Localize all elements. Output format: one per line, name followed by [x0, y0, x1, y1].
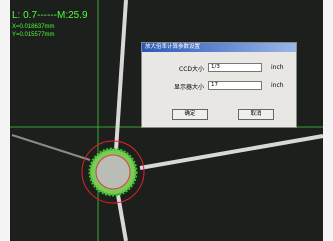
- x-text: X=0.018637mm: [12, 24, 55, 30]
- dialog-title: 放大倍率计算参数设置: [142, 43, 296, 52]
- ok-button[interactable]: 确定: [172, 109, 208, 120]
- measure-text: L: 0.7------M:25.9: [12, 10, 88, 21]
- field-label: CCD大小: [179, 64, 204, 73]
- cancel-button[interactable]: 取消: [238, 109, 274, 120]
- field-row: CCD大小 1/3 inch: [142, 63, 296, 73]
- dialog: 放大倍率计算参数设置 CCD大小 1/3 inch 显示器大小 17 inch …: [141, 42, 297, 128]
- unit: inch: [271, 82, 284, 89]
- screen: L: 0.7------M:25.9 X=0.018637mm Y=0.0155…: [0, 0, 333, 241]
- input[interactable]: 17: [208, 81, 262, 90]
- field-label: 显示器大小: [174, 82, 204, 91]
- y-text: Y=0.015577mm: [12, 32, 55, 38]
- field-row: 显示器大小 17 inch: [142, 81, 296, 91]
- select[interactable]: 1/3: [208, 63, 262, 72]
- pad: [96, 155, 130, 189]
- unit: inch: [271, 64, 284, 71]
